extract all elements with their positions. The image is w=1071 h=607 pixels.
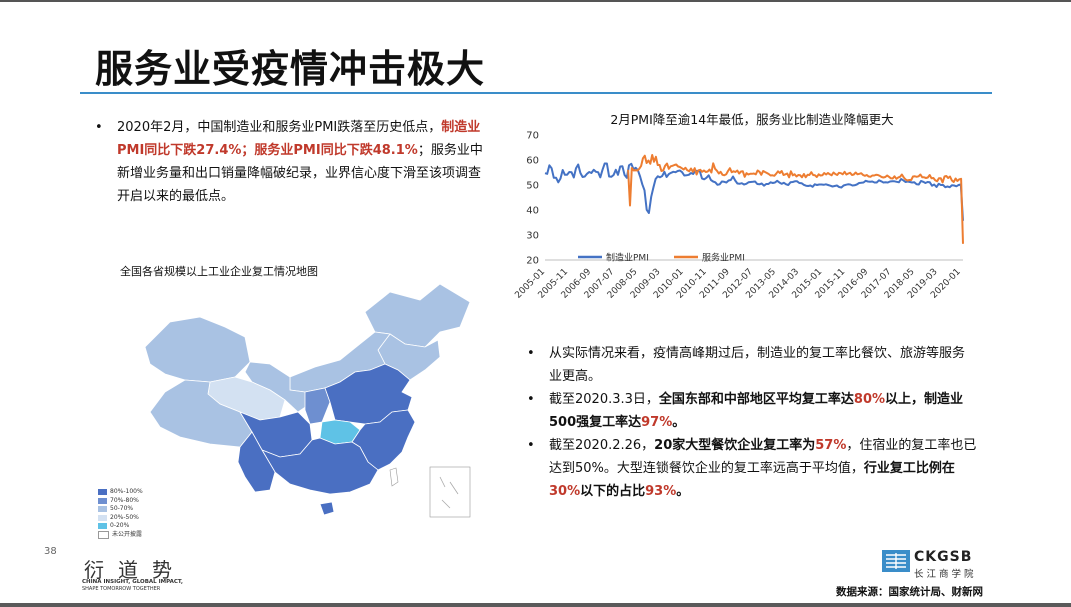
top-border bbox=[0, 0, 1071, 2]
bullet-text: ；服务业中新增业务量和出口销量降幅破纪录，业界信心度下滑至该项调查开启以来的最低… bbox=[117, 143, 483, 204]
bullet-highlight: 97% bbox=[641, 415, 673, 430]
legend-label: 未公开披露 bbox=[112, 530, 143, 538]
legend-item: 80%-100% bbox=[98, 488, 143, 497]
inset-islands bbox=[439, 476, 459, 509]
ckgsb-logo: CKGSB 长江商学院 bbox=[880, 548, 1000, 584]
map-region-hainan bbox=[319, 501, 335, 516]
data-source: 数据来源：国家统计局、财新网 bbox=[836, 586, 983, 598]
y-tick-label: 60 bbox=[526, 156, 539, 167]
legend-label: 20%-50% bbox=[110, 513, 139, 521]
logo-tagline-1: CHINA INSIGHT, GLOBAL IMPACT, bbox=[82, 579, 183, 585]
bullet-bold: 全国东部和中部地区平均复工率达 bbox=[658, 392, 854, 407]
bullet-bold: 以上，制造业500强复工率达 bbox=[549, 392, 964, 430]
page-number: 38 bbox=[44, 546, 57, 557]
map-region-shaanxi bbox=[304, 387, 331, 425]
logo-glyphs: 衍道势 bbox=[84, 558, 186, 582]
legend-label: 70%-80% bbox=[110, 496, 139, 504]
map-region-yunnan bbox=[237, 431, 276, 493]
right-bullet-list: 从实际情况来看，疫情高峰期过后，制造业的复工率比餐饮、旅游等服务业更高。 截至2… bbox=[527, 342, 977, 503]
title-underline bbox=[80, 92, 992, 94]
legend-item: 20%-50% bbox=[98, 514, 143, 523]
y-tick-label: 70 bbox=[526, 131, 539, 142]
legend-swatch bbox=[98, 506, 107, 513]
bullet-bold: 行业复工比例在 bbox=[863, 461, 955, 476]
bullet-text: ，住宿业的复工率也已达到50%。大型连锁餐饮企业的复工率远高于平均值， bbox=[549, 438, 977, 476]
map-title: 全国各省规模以上工业企业复工情况地图 bbox=[120, 265, 318, 278]
cheung-kong-tagline-logo: 衍道势 CHINA INSIGHT, GLOBAL IMPACT, SHAPE … bbox=[82, 552, 222, 592]
bullet-reopening-comparison: 从实际情况来看，疫情高峰期过后，制造业的复工率比餐饮、旅游等服务业更高。 bbox=[527, 342, 977, 388]
legend-item: 70%-80% bbox=[98, 497, 143, 506]
legend-label: 0-20% bbox=[110, 522, 130, 529]
bullet-text: 从实际情况来看，疫情高峰期过后，制造业的复工率比餐饮、旅游等服务业更高。 bbox=[549, 346, 966, 384]
map-region-xinjiang bbox=[144, 316, 251, 383]
legend-item: 0-20% bbox=[98, 522, 143, 531]
logo-tagline-2: SHAPE TOMORROW TOGETHER bbox=[82, 586, 161, 592]
legend-swatch bbox=[98, 489, 107, 496]
bullet-bold: 以下的占比 bbox=[580, 484, 646, 499]
bullet-highlight: 30% bbox=[549, 484, 581, 499]
series-line bbox=[544, 162, 964, 221]
y-tick-label: 40 bbox=[526, 206, 539, 217]
ckgsb-logo-icon bbox=[882, 550, 910, 572]
logo-brand: CKGSB bbox=[914, 549, 973, 565]
map-region-gansu bbox=[244, 361, 311, 413]
slide-title: 服务业受疫情冲击极大 bbox=[95, 47, 486, 91]
bullet-pmi-summary: 2020年2月，中国制造业和服务业PMI跌落至历史低点，制造业PMI同比下跌27… bbox=[95, 116, 493, 208]
legend-label: 服务业PMI bbox=[702, 252, 745, 264]
bullet-bold: 。 bbox=[676, 484, 690, 499]
legend-item: 未公开披露 bbox=[98, 531, 143, 540]
legend-label: 80%-100% bbox=[110, 488, 143, 495]
map-region-south-china bbox=[261, 437, 379, 495]
legend-swatch bbox=[98, 497, 107, 504]
bullet-highlight: 57% bbox=[815, 438, 847, 453]
chart-title: 2月PMI降至逾14年最低，服务业比制造业降幅更大 bbox=[610, 112, 894, 127]
legend-label: 制造业PMI bbox=[606, 252, 649, 264]
bullet-bold: 20家大型餐饮企业复工率为 bbox=[654, 438, 816, 453]
y-tick-label: 30 bbox=[526, 231, 539, 242]
map-region-taiwan bbox=[389, 467, 399, 487]
china-map bbox=[144, 283, 471, 518]
bullet-text: 2020年2月，中国制造业和服务业PMI跌落至历史低点， bbox=[117, 120, 442, 135]
legend-swatch bbox=[98, 523, 107, 530]
bottom-border bbox=[0, 603, 1071, 607]
map-legend: 80%-100% 70%-80% 50-70% 20%-50% 0-20% 未公开披露 bbox=[98, 488, 143, 539]
legend-label: 50-70% bbox=[110, 505, 134, 512]
bullet-restaurant-reopening: 截至2020.2.26，20家大型餐饮企业复工率为57%，住宿业的复工率也已达到… bbox=[527, 434, 977, 503]
left-bullet-list: 2020年2月，中国制造业和服务业PMI跌落至历史低点，制造业PMI同比下跌27… bbox=[95, 116, 493, 208]
bullet-highlight: 制造业PMI同比下跌27.4%；服务业PMI同比下跌48.1% bbox=[117, 120, 481, 158]
legend-item: 50-70% bbox=[98, 505, 143, 514]
series-line bbox=[627, 154, 964, 244]
bullet-highlight: 80% bbox=[853, 392, 886, 407]
bullet-text: 截至2020.3.3日， bbox=[549, 392, 659, 407]
y-tick-label: 20 bbox=[526, 256, 539, 267]
legend-swatch bbox=[98, 530, 109, 539]
legend-swatch bbox=[98, 514, 107, 521]
bullet-text: 截至2020.2.26， bbox=[549, 438, 655, 453]
bullet-highlight: 93% bbox=[645, 484, 677, 499]
logo-chinese-name: 长江商学院 bbox=[914, 569, 977, 580]
y-tick-label: 50 bbox=[526, 181, 539, 192]
bullet-bold: 。 bbox=[672, 415, 686, 430]
pmi-line-chart: 2030405060702005-012005-112006-092007-07… bbox=[513, 131, 964, 301]
south-china-sea-inset bbox=[429, 466, 471, 518]
bullet-reopening-rate: 截至2020.3.3日，全国东部和中部地区平均复工率达80%以上，制造业500强… bbox=[527, 388, 977, 434]
